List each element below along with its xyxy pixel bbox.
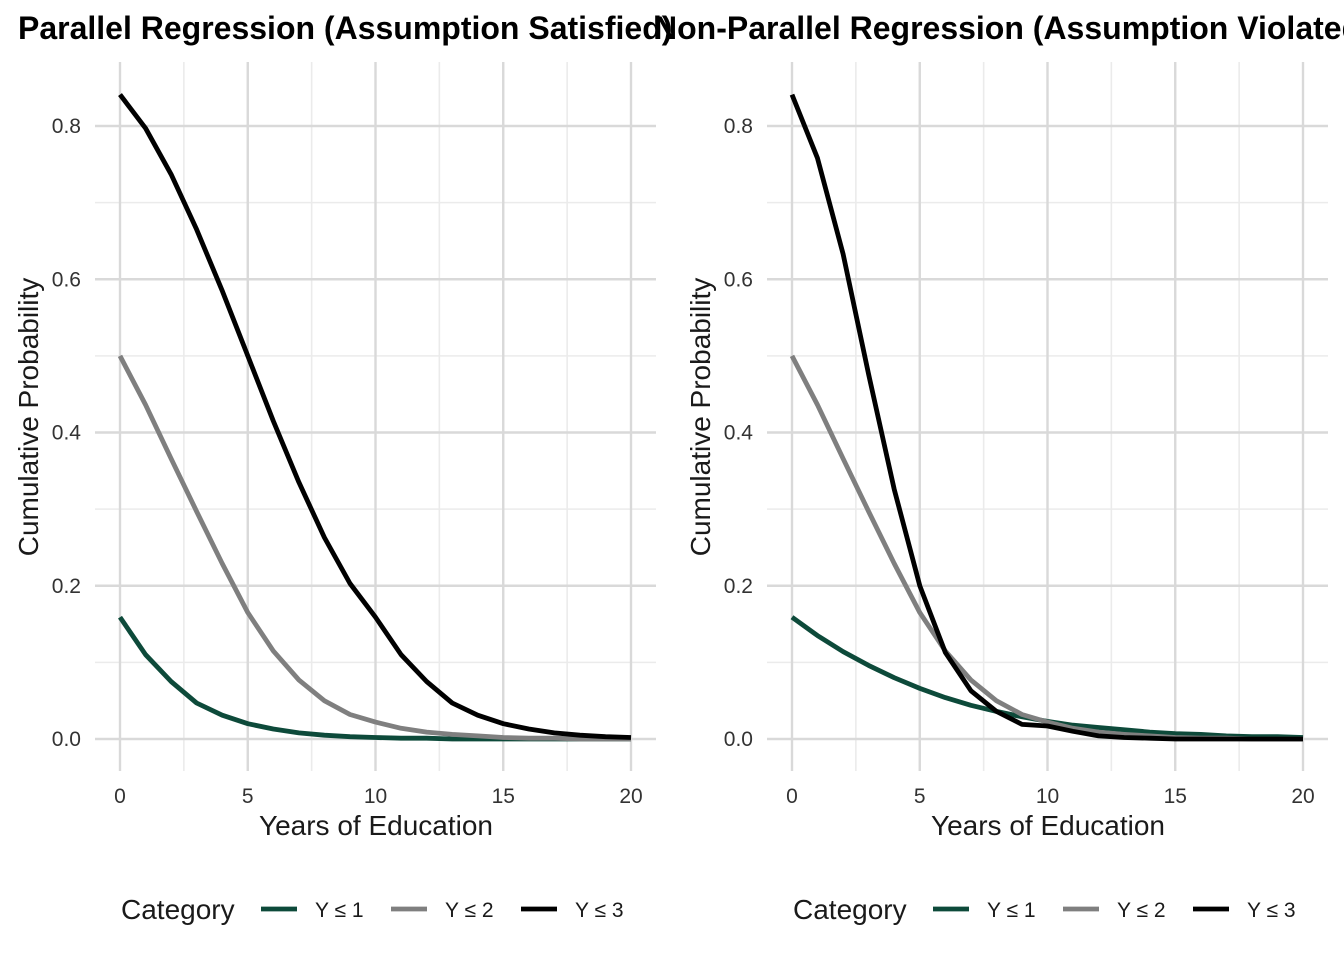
right-y-tick-label: 0.4 (724, 422, 754, 445)
right-x-tick-label: 15 (1164, 785, 1187, 808)
right-series (789, 93, 1304, 742)
left-series (117, 93, 632, 742)
right-y-tick-label: 0.6 (724, 268, 753, 291)
left-series-line-y-le-3 (118, 93, 632, 740)
right-chart-title: Non-Parallel Regression (Assumption Viol… (654, 10, 1344, 46)
right-x-ticks: 0 5 10 15 20 (786, 785, 1315, 808)
left-legend-title: Category (121, 894, 235, 925)
right-grid (767, 62, 1328, 771)
right-y-tick-label: 0.0 (724, 728, 753, 751)
left-y-ticks: 0.0 0.2 0.4 0.6 0.8 (52, 115, 82, 751)
left-y-tick-label: 0.2 (52, 575, 81, 598)
right-legend-label-1: Y ≤ 1 (987, 899, 1036, 922)
right-x-tick-label: 5 (914, 785, 926, 808)
left-legend-label-1: Y ≤ 1 (315, 899, 364, 922)
right-legend-title: Category (793, 894, 907, 925)
left-y-tick-label: 0.4 (52, 422, 82, 445)
left-chart-title: Parallel Regression (Assumption Satisfie… (18, 10, 672, 46)
left-x-tick-label: 15 (492, 785, 515, 808)
left-x-ticks: 0 5 10 15 20 (114, 785, 643, 808)
right-y-tick-label: 0.2 (724, 575, 753, 598)
left-x-tick-label: 10 (364, 785, 387, 808)
left-x-axis-title: Years of Education (259, 810, 493, 841)
right-y-ticks: 0.0 0.2 0.4 0.6 0.8 (724, 115, 754, 751)
panel-left: 0 5 10 15 20 0.0 0.2 0.4 0.6 0.8 Parallel Regres… (13, 10, 672, 925)
right-legend: Category Y ≤ 1 Y ≤ 2 Y ≤ 3 (793, 894, 1296, 925)
left-x-tick-label: 5 (242, 785, 254, 808)
left-y-tick-label: 0.0 (52, 728, 81, 751)
left-x-tick-label: 0 (114, 785, 126, 808)
right-x-tick-label: 0 (786, 785, 798, 808)
left-legend-label-3: Y ≤ 3 (575, 899, 624, 922)
right-x-tick-label: 10 (1036, 785, 1059, 808)
left-y-axis-title: Cumulative Probability (13, 278, 44, 557)
right-legend-label-3: Y ≤ 3 (1247, 899, 1296, 922)
left-y-tick-label: 0.8 (52, 115, 81, 138)
left-legend: Category Y ≤ 1 Y ≤ 2 Y ≤ 3 (121, 894, 624, 925)
left-legend-label-2: Y ≤ 2 (445, 899, 494, 922)
left-x-tick-label: 20 (619, 785, 642, 808)
right-series-line-y-le-3 (789, 93, 1303, 742)
panel-right: 0 5 10 15 20 0.0 0.2 0.4 0.6 0.8 Non-Parallel Re… (654, 10, 1344, 925)
right-x-axis-title: Years of Education (931, 810, 1165, 841)
right-y-axis-title: Cumulative Probability (685, 278, 716, 557)
right-y-tick-label: 0.8 (724, 115, 753, 138)
left-y-tick-label: 0.6 (52, 268, 81, 291)
right-legend-label-2: Y ≤ 2 (1117, 899, 1166, 922)
right-x-tick-label: 20 (1291, 785, 1314, 808)
left-series-line-y-le-2 (117, 354, 631, 742)
